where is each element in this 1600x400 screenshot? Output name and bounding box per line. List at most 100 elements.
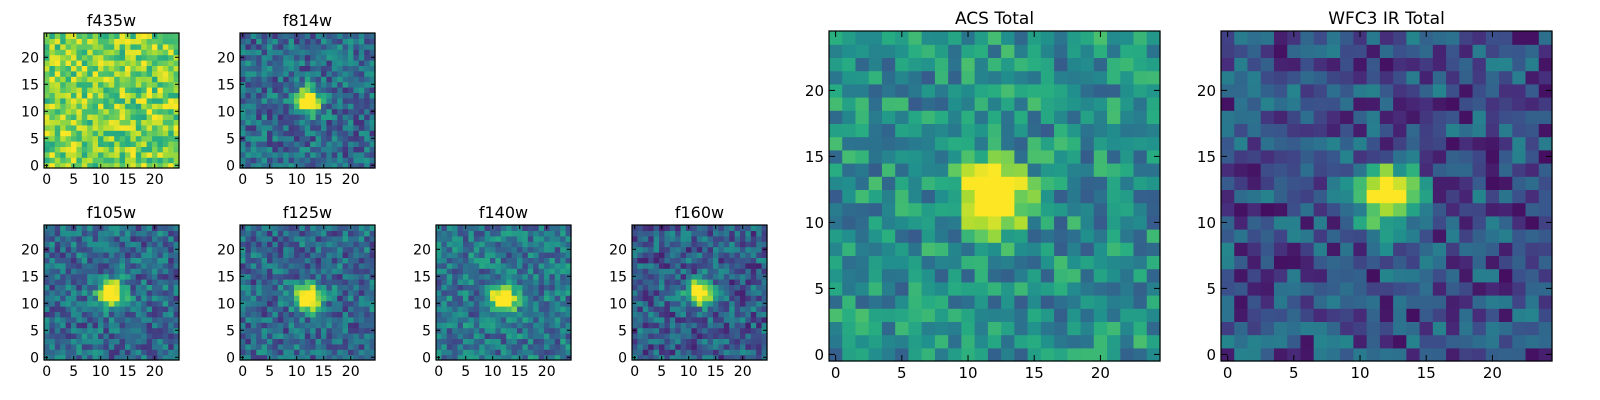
heatmap-cell <box>908 215 923 230</box>
heatmap-cell <box>304 333 311 339</box>
heatmap-cell <box>54 49 61 56</box>
heatmap-cell <box>92 108 99 115</box>
heatmap-cell <box>44 235 50 242</box>
heatmap-cell <box>495 343 502 350</box>
heatmap-cell <box>299 311 306 318</box>
heatmap-cell <box>750 241 757 248</box>
heatmap-cell <box>353 81 360 88</box>
heatmap-cell <box>321 279 327 285</box>
heatmap-cell <box>162 311 169 318</box>
heatmap-cell <box>868 136 883 151</box>
heatmap-cell <box>353 108 360 115</box>
heatmap-cell <box>92 235 99 242</box>
heatmap-cell <box>71 295 77 302</box>
heatmap-cell <box>961 123 976 138</box>
heatmap-cell <box>168 76 175 83</box>
heatmap-cell <box>326 103 333 110</box>
heatmap-cell <box>321 316 327 323</box>
y-tick-label: 0 <box>814 346 824 364</box>
heatmap-cell <box>560 311 567 318</box>
heatmap-cell <box>353 92 360 99</box>
heatmap-cell <box>294 262 300 269</box>
heatmap-cell <box>675 246 682 253</box>
heatmap-cell <box>168 54 175 61</box>
heatmap-cell <box>299 108 306 115</box>
heatmap-cell <box>168 103 175 110</box>
heatmap-cell <box>1459 347 1474 362</box>
heatmap-cell <box>1379 347 1394 362</box>
heatmap-cell <box>1067 149 1082 164</box>
heatmap-cell <box>288 119 295 126</box>
heatmap-cell <box>1234 308 1249 322</box>
heatmap-cell <box>250 108 257 115</box>
heatmap-cell <box>173 65 180 72</box>
heatmap-cell <box>506 295 513 302</box>
heatmap-cell <box>87 311 94 318</box>
y-tick-label: 0 <box>226 158 235 174</box>
heatmap-cell <box>146 343 153 350</box>
heatmap-cell <box>65 65 72 72</box>
heatmap-cell <box>152 306 158 312</box>
heatmap-cell <box>92 151 99 158</box>
heatmap-cell <box>267 316 273 323</box>
heatmap-cell <box>1326 176 1341 190</box>
heatmap-cell <box>637 295 644 302</box>
heatmap-cell <box>441 333 448 339</box>
heatmap-cell <box>125 241 131 248</box>
heatmap-cell <box>277 38 284 45</box>
heatmap-cell <box>157 119 164 126</box>
heatmap-cell <box>146 151 153 158</box>
heatmap-cell <box>473 349 480 356</box>
heatmap-cell <box>103 241 110 248</box>
heatmap-cell <box>337 146 344 153</box>
heatmap-cell <box>119 273 126 280</box>
heatmap-cell <box>49 146 56 153</box>
heatmap-cell <box>108 230 115 237</box>
heatmap-cell <box>130 349 137 356</box>
heatmap-cell <box>934 83 949 98</box>
heatmap-cell <box>65 235 72 242</box>
heatmap-cell <box>267 246 273 253</box>
heatmap-cell <box>457 295 464 302</box>
heatmap-cell <box>921 31 936 45</box>
heatmap-cell <box>135 151 142 158</box>
heatmap-cell <box>479 354 486 361</box>
heatmap-cell <box>358 92 365 99</box>
heatmap-cell <box>842 163 857 177</box>
heatmap-cell <box>315 65 322 72</box>
heatmap-cell <box>734 300 741 307</box>
heatmap-cell <box>632 316 638 323</box>
heatmap-cell <box>310 114 317 120</box>
heatmap-cell <box>71 146 77 153</box>
heatmap-cell <box>76 241 83 248</box>
heatmap-cell <box>152 327 158 334</box>
heatmap-cell <box>1538 255 1553 270</box>
heatmap-cell <box>108 241 115 248</box>
x-tick-label: 0 <box>630 364 639 380</box>
heatmap-cell <box>299 151 306 158</box>
heatmap-cell <box>948 334 962 349</box>
heatmap-cell <box>108 273 115 280</box>
heatmap-cell <box>1366 255 1381 270</box>
heatmap-cell <box>707 268 714 275</box>
heatmap-cell <box>92 54 99 61</box>
heatmap-cell <box>321 81 327 88</box>
heatmap-cell <box>81 60 88 66</box>
heatmap-cell <box>152 252 158 258</box>
heatmap-cell <box>60 43 67 50</box>
heatmap-cell <box>632 257 638 264</box>
heatmap-cell <box>696 262 703 269</box>
heatmap-cell <box>533 343 540 350</box>
heatmap-cell <box>299 262 306 269</box>
heatmap-cell <box>468 354 475 361</box>
y-tick-label: 15 <box>21 77 39 93</box>
heatmap-cell <box>342 268 349 275</box>
heatmap-cell <box>691 306 698 312</box>
heatmap-cell <box>299 322 306 329</box>
heatmap-cell <box>729 306 736 312</box>
heatmap-cell <box>353 97 360 104</box>
heatmap-cell <box>718 311 725 318</box>
heatmap-cell <box>868 347 883 362</box>
heatmap-cell <box>637 343 644 350</box>
heatmap-cell <box>294 81 300 88</box>
